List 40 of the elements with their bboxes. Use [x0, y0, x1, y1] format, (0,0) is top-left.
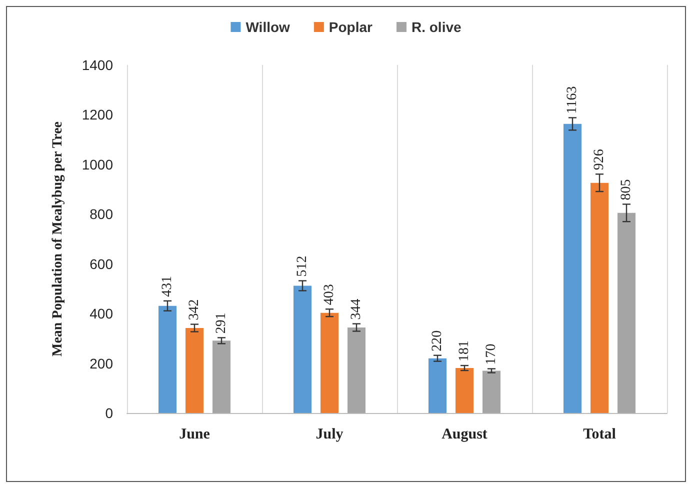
data-label: 181 [457, 340, 472, 362]
bar [320, 312, 338, 413]
bar [618, 212, 636, 413]
y-tick-label: 1200 [82, 106, 114, 123]
y-tick-label: 1000 [82, 156, 114, 172]
data-label: 926 [592, 149, 607, 170]
bar [482, 370, 500, 413]
y-tick-label: 400 [90, 306, 114, 322]
bar [428, 358, 446, 413]
y-tick-label: 200 [90, 355, 114, 372]
y-axis-title: Mean Population of Mealybug per Tree [50, 121, 66, 357]
bar [456, 368, 474, 413]
data-label: 805 [619, 179, 634, 200]
data-label: 170 [484, 344, 499, 365]
legend-label: Willow [246, 19, 290, 35]
data-label: 403 [322, 284, 337, 306]
bar [564, 124, 582, 413]
data-label: 220 [430, 330, 445, 352]
data-label: 291 [214, 312, 229, 334]
bar [348, 327, 366, 413]
x-tick-label: August [442, 426, 488, 442]
x-tick-label: July [316, 426, 344, 442]
y-tick-label: 800 [90, 206, 114, 222]
bar [294, 286, 312, 413]
y-tick-label: 600 [90, 256, 114, 272]
data-label: 512 [295, 256, 310, 277]
data-label: 431 [160, 276, 175, 297]
y-tick-label: 1400 [82, 57, 114, 73]
bar [186, 328, 204, 413]
legend-label: Poplar [328, 19, 374, 35]
x-tick-label: June [179, 426, 210, 442]
legend-label: R. olive [411, 19, 462, 35]
bar [158, 306, 176, 413]
data-label: 344 [349, 298, 364, 320]
y-tick-label: 0 [105, 405, 114, 421]
data-label: 342 [187, 299, 202, 320]
bar [590, 182, 608, 413]
data-label: 1163 [565, 86, 580, 114]
bar [212, 340, 230, 413]
x-tick-label: Total [583, 426, 616, 442]
